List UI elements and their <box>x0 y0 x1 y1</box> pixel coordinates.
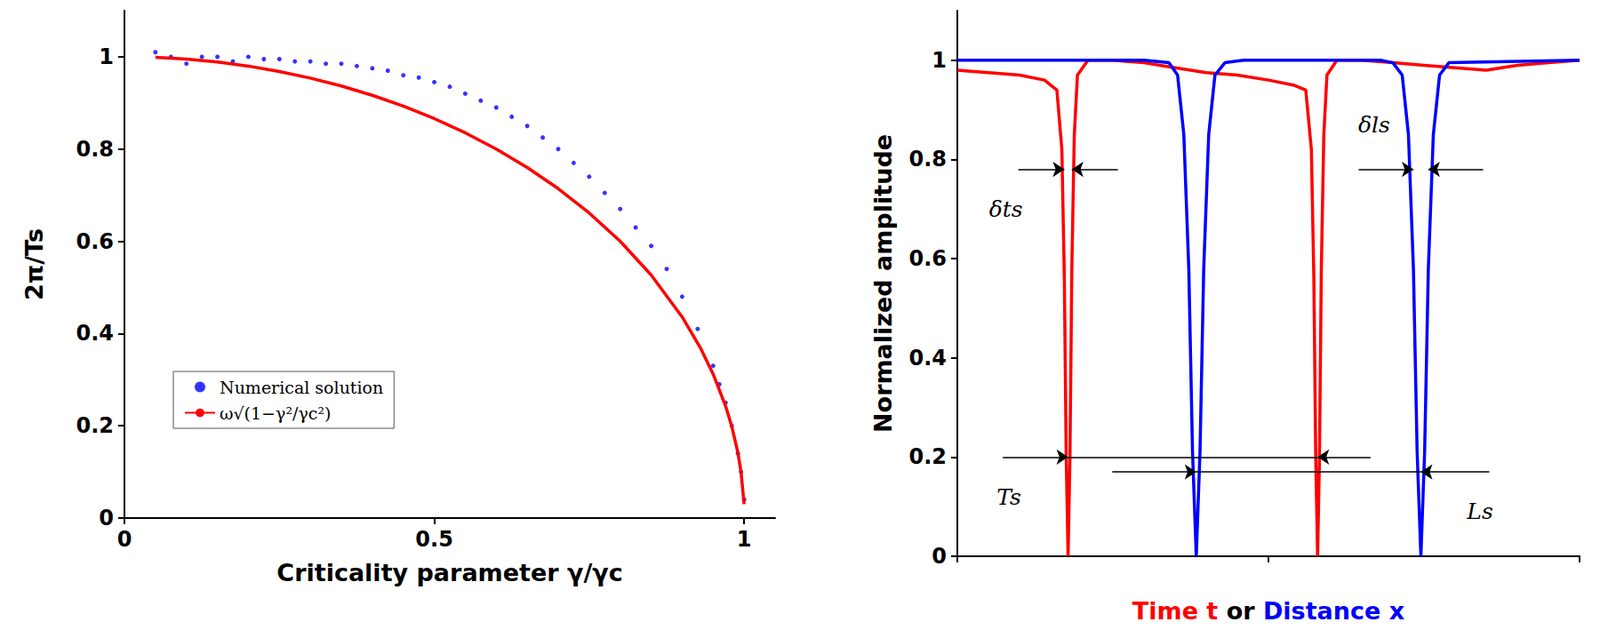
svg-text:0.8: 0.8 <box>75 136 114 162</box>
svg-text:Normalized amplitude: Normalized amplitude <box>869 134 897 433</box>
svg-text:1: 1 <box>98 44 114 70</box>
svg-text:Ts: Ts <box>996 484 1022 511</box>
svg-text:0.5: 0.5 <box>415 527 454 552</box>
svg-text:0.8: 0.8 <box>908 146 947 172</box>
svg-text:Criticality parameter γ/γc: Criticality parameter γ/γc <box>276 559 623 587</box>
svg-text:2π/Ts: 2π/Ts <box>20 228 48 301</box>
svg-text:0.2: 0.2 <box>908 444 947 470</box>
svg-text:Ls: Ls <box>1465 498 1493 525</box>
svg-text:0: 0 <box>117 527 133 552</box>
svg-text:0.6: 0.6 <box>75 229 114 255</box>
svg-text:0.4: 0.4 <box>75 320 114 346</box>
svg-text:0: 0 <box>98 505 114 531</box>
svg-text:ω√(1−γ²/γc²): ω√(1−γ²/γc²) <box>219 403 331 424</box>
svg-text:0: 0 <box>931 544 947 569</box>
svg-text:or: or <box>1226 597 1256 625</box>
svg-text:0.6: 0.6 <box>908 246 947 272</box>
svg-text:1: 1 <box>931 48 947 73</box>
svg-text:δls: δls <box>1358 112 1391 138</box>
svg-text:1: 1 <box>736 527 752 552</box>
svg-text:0.2: 0.2 <box>75 413 114 439</box>
svg-text:0.4: 0.4 <box>908 345 947 371</box>
svg-text:Distance x: Distance x <box>1263 597 1405 625</box>
svg-text:Time t: Time t <box>1132 597 1219 625</box>
svg-text:δts: δts <box>989 196 1024 223</box>
svg-text:Numerical solution: Numerical solution <box>219 377 384 398</box>
